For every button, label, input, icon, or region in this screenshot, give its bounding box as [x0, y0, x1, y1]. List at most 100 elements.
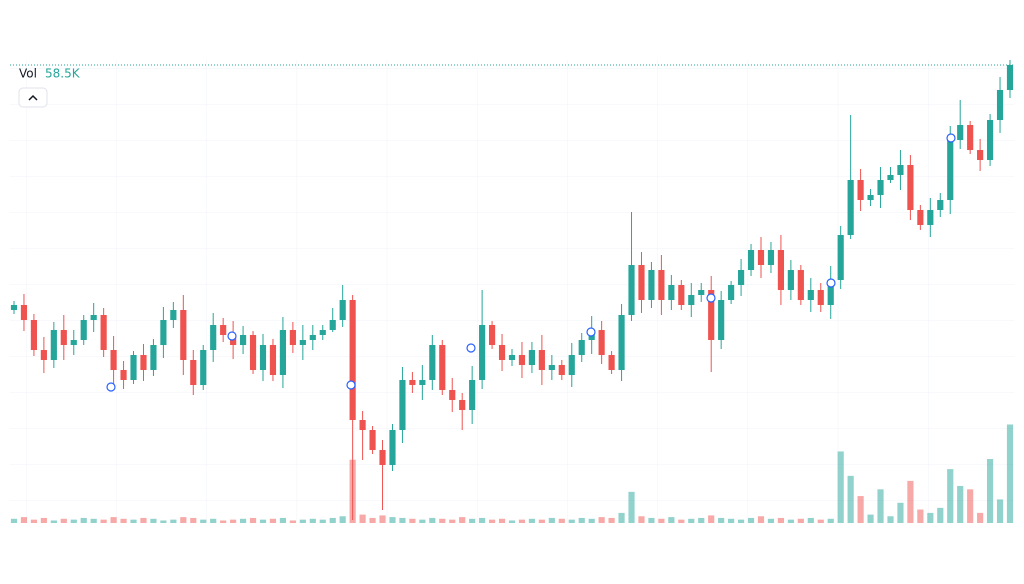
- candle-body: [578, 340, 585, 355]
- candle-body: [40, 350, 47, 360]
- candle-body: [728, 285, 735, 300]
- volume-bar: [827, 518, 834, 523]
- candle-body: [1006, 65, 1014, 90]
- volume-bar: [608, 517, 615, 523]
- volume-bar: [698, 517, 705, 523]
- volume-bar: [339, 516, 346, 523]
- volume-bar: [817, 519, 824, 523]
- candle-body: [538, 350, 545, 370]
- candle-body: [449, 390, 456, 400]
- candle-body: [488, 325, 496, 345]
- candle-body: [996, 90, 1004, 120]
- volume-bar: [249, 517, 257, 523]
- candle-body: [747, 250, 755, 270]
- volume-bar: [797, 518, 804, 523]
- volume-bar: [220, 520, 227, 523]
- collapse-button[interactable]: [18, 87, 48, 108]
- volume-bar: [548, 517, 555, 523]
- candle-body: [638, 265, 645, 300]
- candle-body: [259, 345, 267, 370]
- candle-body: [568, 355, 575, 375]
- volume-bar: [728, 518, 735, 523]
- volume-bar: [996, 499, 1004, 523]
- candle-body: [867, 195, 874, 200]
- volume-bar: [389, 517, 396, 523]
- candle-body: [767, 250, 775, 265]
- volume-bar: [757, 516, 765, 523]
- volume-bar: [429, 517, 436, 523]
- event-marker[interactable]: [706, 293, 716, 303]
- volume-bar: [160, 520, 167, 523]
- candle-body: [180, 310, 187, 360]
- candle-body: [200, 350, 207, 385]
- volume-bar: [379, 515, 386, 523]
- candle-body: [90, 315, 97, 320]
- volume-bar: [937, 507, 944, 523]
- volume-bar: [110, 517, 117, 523]
- volume-legend-label: Vol: [19, 67, 37, 81]
- event-marker[interactable]: [227, 331, 237, 341]
- volume-bar: [618, 512, 625, 523]
- volume-bar: [947, 469, 954, 523]
- volume-bar: [708, 515, 715, 523]
- volume-bar: [907, 480, 914, 523]
- candle-body: [877, 180, 884, 195]
- volume-bar: [479, 517, 486, 523]
- candle-body: [20, 305, 28, 320]
- candle-body: [170, 310, 177, 320]
- candle-body: [986, 120, 994, 160]
- volume-bar: [867, 514, 874, 523]
- candle-body: [668, 285, 675, 300]
- candle-body: [10, 305, 18, 310]
- candle-body: [309, 335, 316, 340]
- event-marker[interactable]: [466, 343, 476, 353]
- candle-body: [558, 365, 565, 375]
- volume-bar: [588, 518, 595, 523]
- volume-bar: [1006, 424, 1014, 523]
- candle-body: [220, 325, 227, 335]
- volume-pane: [10, 424, 1014, 523]
- volume-bar: [648, 517, 655, 523]
- event-marker[interactable]: [346, 380, 356, 390]
- candle-body: [190, 360, 197, 385]
- volume-bar: [329, 517, 336, 523]
- volume-bar: [289, 520, 296, 523]
- candle-body: [359, 420, 366, 430]
- candle-body: [807, 290, 814, 300]
- candle-body: [967, 125, 974, 150]
- volume-bar: [40, 517, 47, 523]
- candle-body: [319, 330, 326, 335]
- volume-bar: [737, 519, 745, 523]
- volume-bar: [20, 517, 28, 523]
- volume-legend-value: 58.5K: [45, 67, 81, 81]
- volume-bar: [578, 517, 585, 523]
- volume-bar: [688, 518, 695, 523]
- volume-bar: [269, 518, 277, 523]
- candle-body: [100, 315, 107, 350]
- event-marker[interactable]: [946, 133, 956, 143]
- candle-body: [927, 210, 934, 225]
- volume-bar: [319, 519, 326, 523]
- volume-bar: [299, 519, 306, 523]
- volume-bar: [857, 496, 864, 523]
- candle-body: [369, 430, 376, 450]
- volume-bar: [259, 519, 267, 523]
- candle-body: [528, 350, 536, 365]
- candle-body: [329, 320, 336, 330]
- volume-bar: [60, 518, 67, 523]
- volume-bar: [70, 519, 77, 523]
- candle-body: [150, 345, 157, 370]
- volume-bar: [50, 520, 57, 523]
- volume-bar: [309, 518, 316, 523]
- volume-bar: [807, 517, 814, 523]
- volume-bar: [927, 512, 934, 523]
- event-marker[interactable]: [826, 278, 836, 288]
- volume-bar: [658, 518, 665, 523]
- volume-bar: [508, 520, 516, 523]
- candle-body: [279, 330, 287, 375]
- volume-bar: [887, 516, 894, 523]
- event-marker[interactable]: [586, 327, 596, 337]
- candle-body: [628, 265, 635, 315]
- candle-body: [827, 280, 834, 305]
- event-marker[interactable]: [106, 382, 116, 392]
